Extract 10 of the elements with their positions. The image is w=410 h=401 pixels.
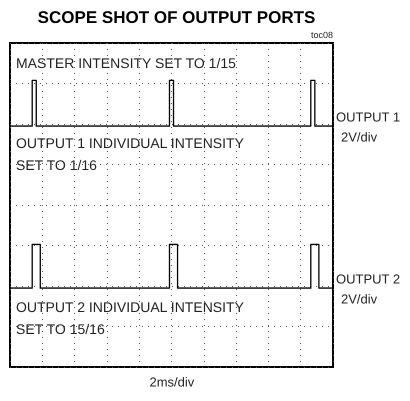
- annotation: OUTPUT 1 INDIVIDUAL INTENSITY SET TO 1/16: [16, 135, 248, 173]
- text: 2V/div: [341, 292, 378, 306]
- series-label: OUTPUT 2: [336, 272, 400, 287]
- text: 2ms/div: [150, 374, 195, 390]
- text: toc08: [310, 30, 334, 40]
- text: 2V/div: [341, 130, 378, 144]
- text: OUTPUT 2 INDIVIDUAL INTENSITY SET TO 15/16: [16, 299, 248, 337]
- series-label: OUTPUT 1: [336, 110, 400, 125]
- text: MASTER INTENSITY SET TO 1/15: [16, 55, 236, 71]
- chart-title: SCOPE SHOT OF OUTPUT PORTS: [38, 8, 316, 27]
